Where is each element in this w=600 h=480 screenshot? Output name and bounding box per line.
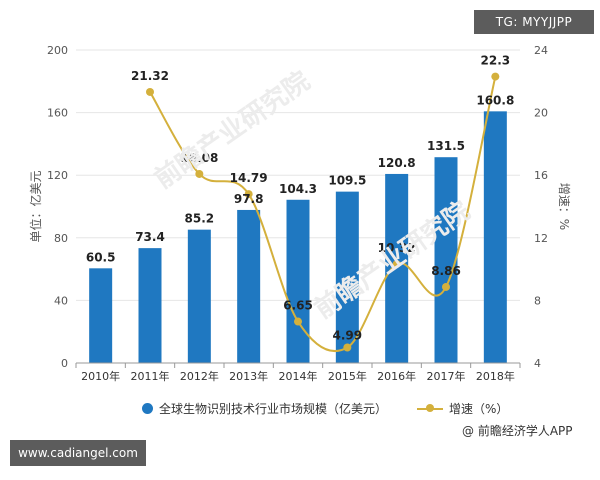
bar-value-label: 120.8: [378, 156, 416, 170]
bar: [335, 191, 359, 363]
x-tick-label: 2016年: [377, 369, 416, 383]
y2-tick-label: 12: [534, 232, 548, 245]
bar-value-label: 60.5: [86, 250, 116, 264]
growth-point: [491, 72, 500, 81]
growth-line-series: [146, 72, 500, 353]
bar-value-label: 131.5: [427, 139, 465, 153]
y2-axis-title: 增速：%: [557, 183, 571, 230]
bar-series: [89, 111, 507, 364]
bar: [237, 209, 261, 363]
y-tick-label: 120: [47, 169, 68, 182]
y2-tick-label: 8: [534, 294, 541, 307]
y2-tick-label: 20: [534, 107, 548, 120]
data-labels: 60.5 73.4 85.2 97.8 104.3 109.5 120.8 131.5 160.…: [86, 54, 514, 343]
axes: 0 40 80 120 160 200 4 8 12 16 20 24 2010年 2011年 2012年 2…: [28, 44, 571, 383]
growth-line: [149, 76, 497, 353]
y2-tick-label: 24: [534, 44, 548, 57]
bar-value-label: 97.8: [234, 192, 264, 206]
growth-point: [244, 190, 253, 199]
growth-value-label: 8.86: [431, 264, 461, 278]
x-tick-label: 2013年: [229, 369, 268, 383]
legend-bar-label: 全球生物识别技术行业市场规模（亿美元）: [159, 402, 388, 416]
bar: [385, 173, 409, 363]
y-axis-title: 单位：亿美元: [28, 170, 43, 242]
x-tick-label: 2010年: [81, 369, 120, 383]
legend-bar-marker: [142, 403, 153, 414]
legend-line-marker: [417, 403, 444, 414]
growth-point: [195, 169, 204, 178]
y-tick-label: 80: [54, 232, 68, 245]
x-tick-label: 2012年: [180, 369, 219, 383]
y-tick-label: 200: [47, 44, 68, 57]
bar-value-label: 85.2: [185, 212, 215, 226]
growth-point: [442, 282, 450, 291]
growth-point: [146, 87, 154, 96]
y-tick-label: 0: [61, 357, 68, 370]
legend-item-bar: 全球生物识别技术行业市场规模（亿美元）: [142, 400, 387, 417]
x-tick-label: 2015年: [328, 369, 367, 383]
bar: [434, 157, 458, 363]
growth-value-label: 14.79: [230, 171, 268, 185]
website-badge[interactable]: www.cadiangel.com: [10, 440, 146, 466]
growth-value-label: 21.32: [131, 69, 169, 83]
x-tick-label: 2011年: [131, 369, 170, 383]
bar-value-label: 160.8: [476, 93, 514, 107]
y-tick-label: 40: [54, 294, 68, 307]
growth-value-label: 22.3: [481, 54, 511, 68]
tg-badge: TG: MYYJJPP: [474, 10, 594, 34]
x-tick-label: 2014年: [279, 369, 318, 383]
y-tick-label: 160: [47, 107, 68, 120]
growth-point: [392, 260, 401, 269]
bar: [187, 229, 211, 363]
y2-tick-label: 16: [534, 169, 548, 182]
bar-value-label: 73.4: [135, 230, 165, 244]
growth-point: [294, 317, 302, 326]
bar: [89, 268, 113, 363]
x-tick-label: 2017年: [427, 369, 466, 383]
growth-value-label: 10.32: [378, 241, 416, 255]
bar: [138, 248, 162, 363]
y2-tick-label: 4: [534, 357, 541, 370]
growth-value-label: 4.99: [333, 329, 363, 343]
legend-line-label: 增速（%）: [449, 402, 509, 416]
growth-point: [343, 343, 352, 352]
bar: [286, 199, 310, 363]
legend-item-line: 增速（%）: [417, 400, 508, 417]
x-tick-label: 2018年: [476, 369, 515, 383]
source-credit: @ 前瞻经济学人APP: [462, 424, 573, 438]
growth-value-label: 16.08: [180, 151, 218, 165]
bar-value-label: 109.5: [328, 174, 366, 188]
legend: 全球生物识别技术行业市场规模（亿美元） 增速（%）: [142, 400, 538, 417]
growth-value-label: 6.65: [283, 299, 313, 313]
bar: [483, 111, 507, 364]
bar-value-label: 104.3: [279, 182, 317, 196]
